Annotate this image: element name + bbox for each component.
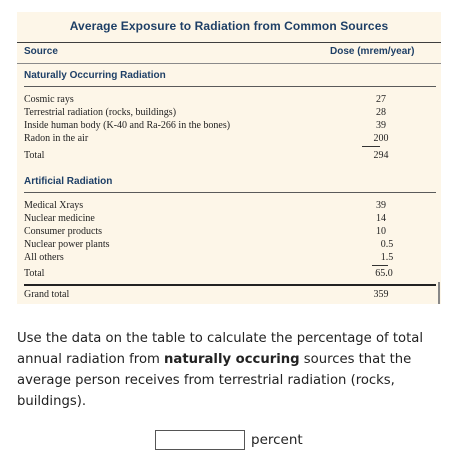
row-value: 10: [376, 226, 386, 237]
row-label: Radon in the air: [24, 133, 89, 144]
table-row-total: Total 294: [24, 150, 389, 163]
sum-underline: [362, 146, 380, 147]
row-value: 359: [373, 289, 389, 300]
table-row: Nuclear medicine 14: [24, 213, 386, 226]
row-label: Consumer products: [24, 226, 103, 237]
table-row: Cosmic rays 27: [24, 94, 386, 107]
table-row: All others 1.5: [24, 252, 393, 265]
section-divider-artificial: [24, 192, 436, 193]
row-label: Grand total: [24, 289, 70, 300]
row-value: 1.5: [380, 252, 394, 263]
table-row: Nuclear power plants 0.5: [24, 239, 393, 252]
column-header-source: Source: [24, 46, 58, 57]
row-value: 14: [376, 213, 386, 224]
row-label: Total: [24, 150, 45, 161]
table-title: Average Exposure to Radiation from Commo…: [69, 19, 389, 33]
table-row: Medical Xrays 39: [24, 200, 386, 213]
title-divider: [17, 42, 441, 43]
row-value: 27: [376, 94, 386, 105]
row-label: Inside human body (K-40 and Ra-266 in th…: [24, 120, 231, 131]
row-label: Nuclear power plants: [24, 239, 110, 250]
row-value: 39: [376, 120, 386, 131]
header-divider: [17, 63, 441, 64]
section-divider-natural: [24, 86, 436, 87]
row-value: 28: [376, 107, 386, 118]
answer-input[interactable]: [155, 430, 245, 450]
row-value: 0.5: [380, 239, 394, 250]
row-label: All others: [24, 252, 64, 263]
column-header-dose: Dose (mrem/year): [330, 46, 415, 57]
row-label: Medical Xrays: [24, 200, 84, 211]
answer-unit-label: percent: [251, 432, 303, 448]
table-edge: [438, 282, 440, 304]
section-heading-artificial: Artificial Radiation: [24, 176, 113, 187]
table-row: Inside human body (K-40 and Ra-266 in th…: [24, 120, 386, 133]
row-value: 294: [373, 150, 389, 161]
row-label: Cosmic rays: [24, 94, 74, 105]
row-label: Total: [24, 268, 45, 279]
table-row: Consumer products 10: [24, 226, 386, 239]
row-value: 39: [376, 200, 386, 211]
question-emphasis: naturally occuring: [164, 352, 300, 367]
question-part-1: Use the data on the table to calculate t…: [17, 331, 424, 367]
table-row-total: Total 65.0: [24, 268, 393, 281]
table-row-grand-total: Grand total 359: [24, 289, 389, 302]
row-value: 200: [373, 133, 389, 144]
sum-underline: [372, 265, 388, 266]
table-row: Terrestrial radiation (rocks, buildings)…: [24, 107, 386, 120]
table-row: Radon in the air 200: [24, 133, 389, 146]
row-value: 65.0: [375, 268, 393, 279]
question-text: Use the data on the table to calculate t…: [17, 328, 447, 412]
section-heading-natural: Naturally Occurring Radiation: [24, 70, 166, 81]
row-label: Nuclear medicine: [24, 213, 95, 224]
row-label: Terrestrial radiation (rocks, buildings): [24, 107, 177, 118]
grand-total-divider: [24, 284, 436, 286]
question-part-2: sources that the average person receives…: [17, 352, 412, 409]
radiation-table: Average Exposure to Radiation from Commo…: [17, 12, 441, 304]
